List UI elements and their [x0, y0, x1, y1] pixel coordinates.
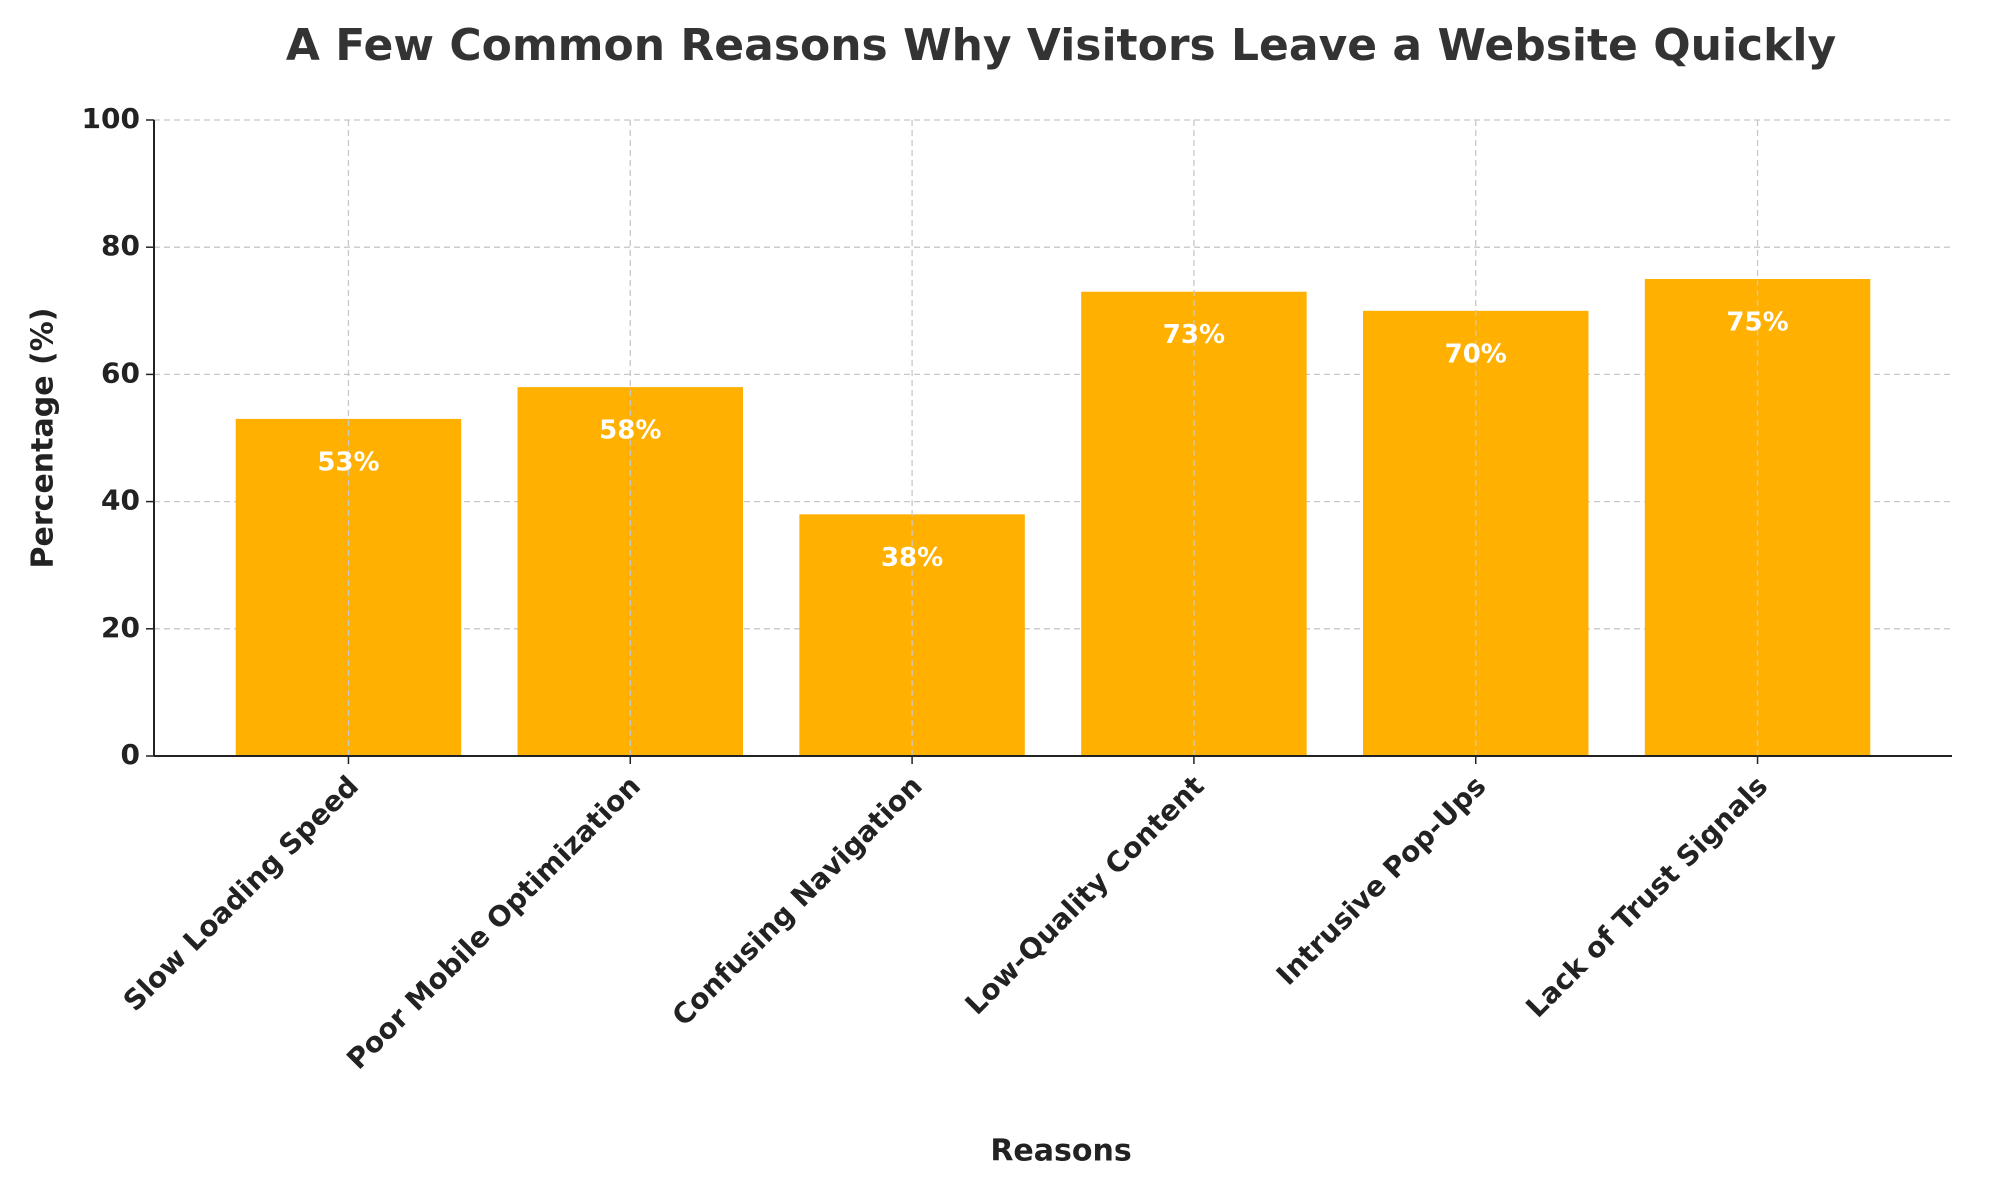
- x-tick-label: Lack of Trust Signals: [1519, 769, 1774, 1024]
- x-tick-label: Intrusive Pop-Ups: [1270, 769, 1492, 991]
- value-label: 53%: [317, 447, 379, 477]
- bar: [1644, 279, 1871, 756]
- x-tick-label: Poor Mobile Optimization: [340, 769, 647, 1076]
- y-tick-label: 20: [101, 611, 140, 644]
- chart-title: A Few Common Reasons Why Visitors Leave …: [286, 20, 1836, 71]
- value-label: 75%: [1726, 308, 1788, 338]
- x-tick-label: Slow Loading Speed: [117, 769, 365, 1017]
- x-axis-label: Reasons: [990, 1134, 1131, 1169]
- y-tick-label: 60: [101, 356, 140, 389]
- y-axis-label: Percentage (%): [26, 308, 61, 569]
- value-label: 70%: [1445, 339, 1507, 369]
- value-label: 73%: [1163, 320, 1225, 350]
- value-label: 58%: [599, 416, 661, 446]
- y-tick-label: 80: [101, 229, 140, 262]
- x-tick-label: Low-Quality Content: [959, 769, 1211, 1021]
- y-tick-label: 100: [82, 102, 140, 135]
- x-tick-label: Confusing Navigation: [666, 769, 929, 1032]
- y-tick-label: 0: [121, 738, 140, 771]
- value-label: 38%: [881, 543, 943, 573]
- y-tick-label: 40: [101, 484, 140, 517]
